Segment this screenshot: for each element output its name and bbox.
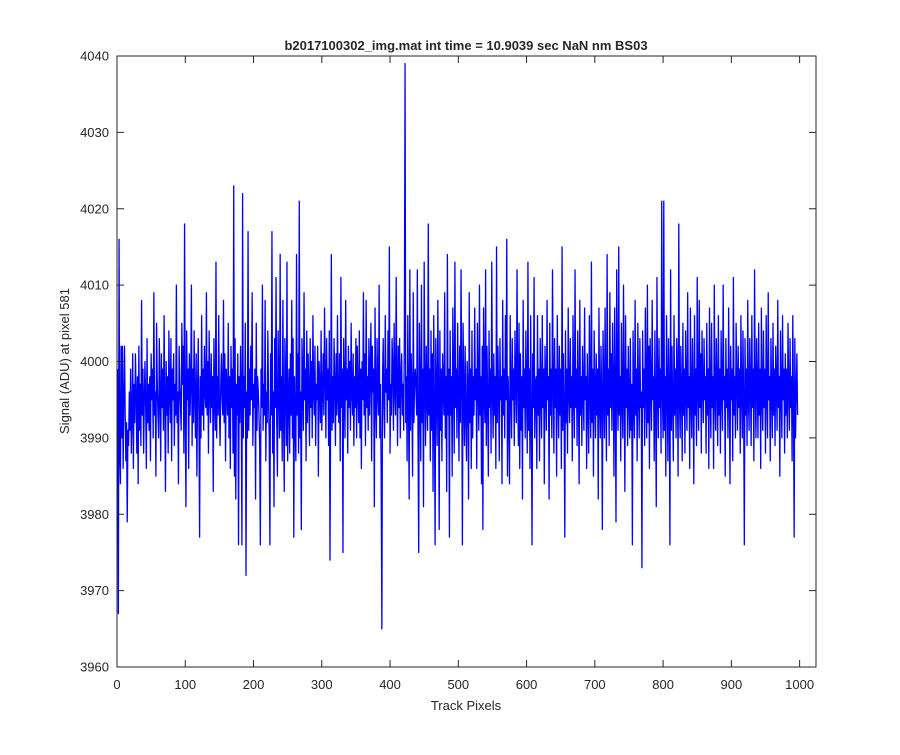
y-tick-label: 4040 xyxy=(80,49,109,64)
y-tick-label: 3980 xyxy=(80,507,109,522)
series-layer xyxy=(117,62,799,630)
x-tick-label: 100 xyxy=(174,677,196,692)
x-axis-label: Track Pixels xyxy=(431,698,502,713)
chart-title: b2017100302_img.mat int time = 10.9039 s… xyxy=(284,38,647,53)
x-tick-label: 900 xyxy=(721,677,743,692)
y-tick-label: 3990 xyxy=(80,430,109,445)
x-tick-label: 500 xyxy=(447,677,469,692)
x-tick-label: 200 xyxy=(243,677,265,692)
x-tick-label: 300 xyxy=(311,677,333,692)
y-axis: 3960 3970 3980 3990 4000 4010 4020 4030 4040 xyxy=(80,49,816,675)
y-tick-label: 3970 xyxy=(80,583,109,598)
x-tick-label: 600 xyxy=(516,677,538,692)
series-line xyxy=(117,62,799,630)
y-axis-label: Signal (ADU) at pixel 581 xyxy=(57,288,72,434)
y-tick-label: 3960 xyxy=(80,660,109,675)
y-tick-label: 4000 xyxy=(80,354,109,369)
x-tick-label: 700 xyxy=(584,677,606,692)
x-tick-label: 1000 xyxy=(785,677,814,692)
y-tick-label: 4010 xyxy=(80,278,109,293)
x-axis: 0 100 200 300 400 500 600 700 800 900 1000 xyxy=(113,56,814,692)
x-tick-label: 0 xyxy=(113,677,120,692)
x-tick-label: 800 xyxy=(652,677,674,692)
y-tick-label: 4030 xyxy=(80,125,109,140)
y-tick-label: 4020 xyxy=(80,201,109,216)
x-tick-label: 400 xyxy=(379,677,401,692)
